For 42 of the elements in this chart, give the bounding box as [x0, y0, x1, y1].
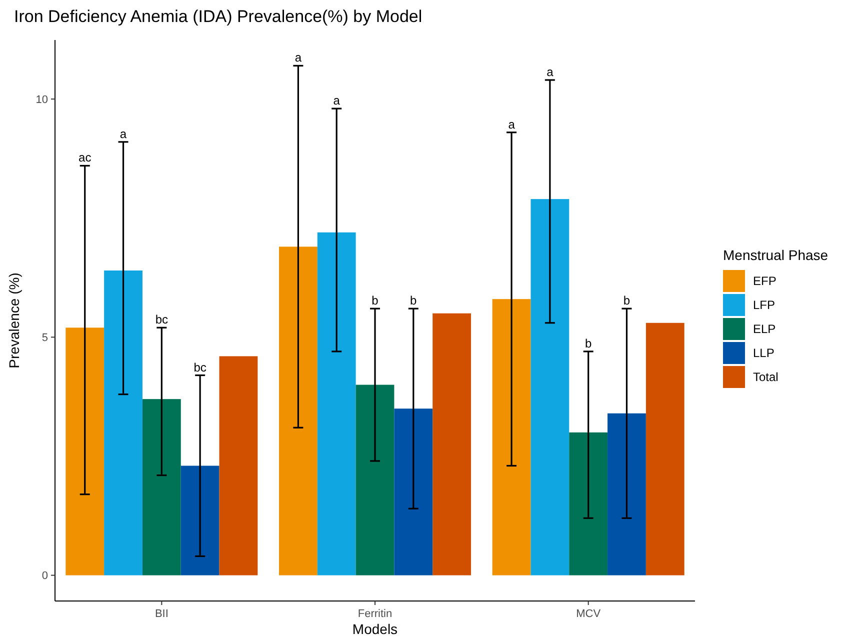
legend-title: Menstrual Phase	[723, 247, 828, 263]
bar	[279, 246, 318, 576]
bar	[180, 466, 220, 576]
bar	[66, 328, 104, 576]
bar	[142, 399, 181, 576]
annotation: bc	[194, 360, 206, 374]
bar	[317, 232, 356, 576]
legend-label: Total	[753, 370, 778, 384]
annotation: b	[372, 294, 379, 308]
annotation: a	[294, 50, 302, 65]
legend-label: LFP	[753, 298, 776, 312]
y-tick-label: 5	[42, 332, 48, 344]
chart-title: Iron Deficiency Anemia (IDA) Prevalence(%) by Model	[14, 7, 422, 26]
x-tick-label: BII	[154, 608, 168, 620]
bar	[432, 313, 471, 576]
bar	[569, 432, 608, 576]
annotation: b	[584, 336, 592, 350]
bar	[608, 413, 646, 576]
annotation: b	[623, 294, 630, 308]
bar	[530, 199, 570, 576]
x-tick-label: Ferritin	[358, 608, 392, 620]
annotation: a	[120, 126, 127, 141]
y-tick-label: 10	[36, 94, 48, 106]
annotation: a	[546, 65, 554, 80]
annotation: ac	[78, 150, 92, 165]
bar	[646, 322, 684, 576]
legend-label: LLP	[753, 346, 774, 360]
bar	[492, 299, 531, 576]
annotation: a	[508, 117, 516, 132]
bar	[104, 270, 142, 576]
y-axis-title: Prevalence (%)	[6, 272, 22, 368]
x-axis-title: Models	[352, 621, 398, 637]
annotation: bc	[155, 312, 168, 327]
legend-label: ELP	[753, 322, 776, 336]
x-tick-label: MCV	[576, 608, 602, 620]
y-tick-label: 0	[42, 570, 48, 582]
legend-label: EFP	[753, 274, 776, 288]
bar	[394, 408, 433, 576]
annotation: a	[333, 94, 340, 108]
annotation: b	[410, 294, 418, 308]
bar	[219, 356, 258, 576]
bar	[356, 384, 394, 576]
